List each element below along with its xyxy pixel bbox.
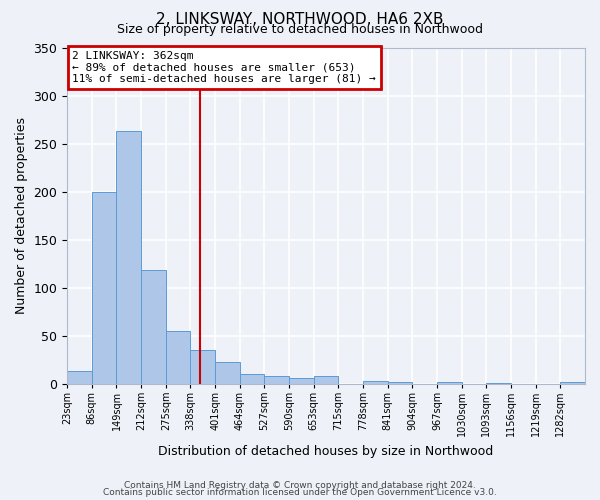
Bar (141, 270, 166, 384)
Bar (363, 381, 388, 384)
Bar (215, 362, 240, 384)
Text: Contains HM Land Registry data © Crown copyright and database right 2024.: Contains HM Land Registry data © Crown c… (124, 480, 476, 490)
Text: Size of property relative to detached houses in Northwood: Size of property relative to detached ho… (117, 22, 483, 36)
Bar (67, 371, 92, 384)
Bar (560, 382, 585, 384)
Bar (289, 378, 314, 384)
Text: 2 LINKSWAY: 362sqm
← 89% of detached houses are smaller (653)
11% of semi-detach: 2 LINKSWAY: 362sqm ← 89% of detached hou… (73, 51, 376, 84)
Bar (437, 382, 462, 384)
Text: 2, LINKSWAY, NORTHWOOD, HA6 2XB: 2, LINKSWAY, NORTHWOOD, HA6 2XB (156, 12, 444, 28)
Bar (487, 383, 511, 384)
Bar (92, 192, 116, 384)
Bar (190, 350, 215, 384)
Y-axis label: Number of detached properties: Number of detached properties (15, 117, 28, 314)
X-axis label: Distribution of detached houses by size in Northwood: Distribution of detached houses by size … (158, 444, 494, 458)
Bar (314, 376, 338, 384)
Bar (166, 331, 190, 384)
Bar (240, 374, 265, 384)
Bar (265, 376, 289, 384)
Bar (116, 131, 141, 384)
Text: Contains public sector information licensed under the Open Government Licence v3: Contains public sector information licen… (103, 488, 497, 497)
Bar (388, 382, 412, 384)
